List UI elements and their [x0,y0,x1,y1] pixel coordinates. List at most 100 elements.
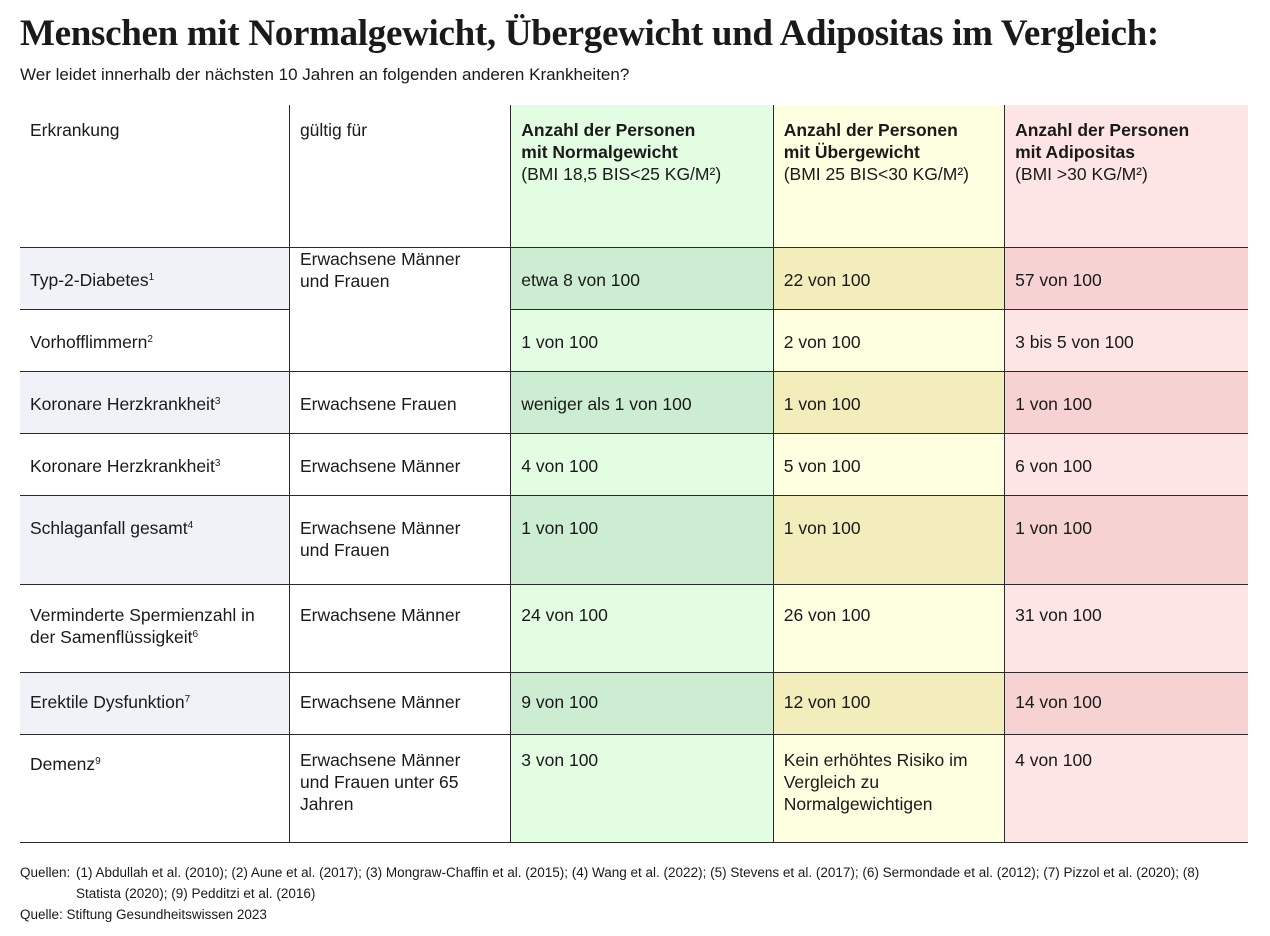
reference-number: 1 [148,271,155,283]
disease-cell: Schlaganfall gesamt4 [20,495,290,585]
header-obese-label: Anzahl der Personen mit Adipositas [1015,120,1190,162]
overweight-value-cell: 26 von 100 [772,584,1005,673]
overweight-value-cell: Kein erhöhtes Risiko im Vergleich zu Nor… [772,734,1005,843]
header-obese: Anzahl der Personen mit Adipositas (BMI … [1004,105,1248,248]
normal-value-cell: 1 von 100 [510,309,774,372]
obese-value-cell: 31 von 100 [1004,584,1248,673]
obese-value: 6 von 100 [1015,455,1092,476]
sources-label: Quellen: [20,865,71,880]
table-row: Koronare Herzkrankheit3 Erwachsene Fraue… [20,371,1248,434]
overweight-value-cell: 22 von 100 [772,247,1005,310]
obese-value: 1 von 100 [1015,393,1092,414]
valid-for-cell: Erwachsene Frauen [288,371,511,434]
sources-row: Quellen: (1) Abdullah et al. (2010); (2)… [20,862,1246,904]
header-overweight-bmi: (BMI 25 BIS<30 KG/M²) [783,164,969,184]
obese-value-cell: 14 von 100 [1004,672,1248,735]
valid-for-text: Erwachsene Männer und Frauen [299,517,461,560]
disease-cell: Typ-2-Diabetes1 [20,247,290,310]
overweight-value-cell: 12 von 100 [772,672,1005,735]
table-row: Demenz9 Erwachsene Männer und Frauen unt… [20,734,1248,843]
normal-value-cell: 9 von 100 [510,672,774,735]
reference-number: 4 [187,519,194,531]
normal-value: 1 von 100 [521,517,599,538]
normal-value-cell: etwa 8 von 100 [510,247,774,310]
overweight-value: 1 von 100 [783,517,861,538]
normal-value-cell: 4 von 100 [510,433,774,496]
overweight-value: 12 von 100 [783,691,871,712]
source-credit: Quelle: Stiftung Gesundheitswissen 2023 [20,907,267,922]
disease-name: Verminderte Spermienzahl in der Samenflü… [30,604,255,647]
disease-name: Erektile Dysfunktion [30,691,185,712]
disease-name: Koronare Herzkrankheit [30,393,215,414]
valid-for-text: Erwachsene Männer [299,604,461,625]
normal-value: 9 von 100 [521,691,599,712]
overweight-value-cell: 2 von 100 [772,309,1005,372]
reference-number: 9 [95,755,101,767]
table-row: Verminderte Spermienzahl in der Samenflü… [20,584,1248,673]
header-normal-bmi: (BMI 18,5 BIS<25 KG/M²) [521,164,722,184]
obese-value: 4 von 100 [1015,749,1092,770]
overweight-value: Kein erhöhtes Risiko im Vergleich zu Nor… [783,749,968,814]
overweight-value: 2 von 100 [783,331,861,352]
table-header-row: Erkrankung gültig für Anzahl der Persone… [20,105,1248,248]
normal-value-cell: 1 von 100 [510,495,774,585]
header-normal-label: Anzahl der Personen mit Normalgewicht [521,120,696,162]
valid-for-text: Erwachsene Männer [299,455,461,476]
disease-cell: Erektile Dysfunktion7 [20,672,290,735]
disease-cell: Vorhofflimmern2 [20,309,290,372]
overweight-value-cell: 5 von 100 [772,433,1005,496]
obese-value-cell: 6 von 100 [1004,433,1248,496]
normal-value-cell: 3 von 100 [510,734,774,843]
page-subtitle: Wer leidet innerhalb der nächsten 10 Jah… [20,65,630,84]
obese-value: 31 von 100 [1015,604,1102,625]
disease-cell: Verminderte Spermienzahl in der Samenflü… [20,584,290,673]
valid-for-cell: Erwachsene Männer [288,672,511,735]
obese-value: 14 von 100 [1015,691,1102,712]
reference-number: 3 [214,457,221,469]
overweight-value-cell: 1 von 100 [772,495,1005,585]
disease-name: Demenz [30,753,96,774]
overweight-value-cell: 1 von 100 [772,371,1005,434]
normal-value: 1 von 100 [521,331,599,352]
reference-number: 7 [184,693,191,705]
normal-value: etwa 8 von 100 [521,269,640,290]
reference-number: 2 [147,333,153,345]
valid-for-cell: Erwachsene Männer und Frauen unter 65 Ja… [288,734,511,843]
table-row: Typ-2-Diabetes1 Erwachsene Männer und Fr… [20,247,1248,372]
header-valid-for: gültig für [288,105,511,248]
normal-value: weniger als 1 von 100 [521,393,692,414]
sources-text: (1) Abdullah et al. (2010); (2) Aune et … [76,865,1200,901]
disease-cell: Koronare Herzkrankheit3 [20,433,290,496]
disease-name: Koronare Herzkrankheit [30,455,215,476]
header-normal-weight: Anzahl der Personen mit Normalgewicht (B… [510,105,774,248]
page-title: Menschen mit Normalgewicht, Übergewicht … [20,13,1159,54]
obese-value-cell: 1 von 100 [1004,495,1248,585]
reference-number: 3 [214,395,221,407]
header-obese-bmi: (BMI >30 KG/M²) [1015,164,1148,184]
valid-for-cell: Erwachsene Männer und Frauen [288,495,511,585]
obese-value: 57 von 100 [1015,269,1102,290]
valid-for-cell: Erwachsene Männer [288,433,511,496]
obese-value-cell: 3 bis 5 von 100 [1004,309,1248,372]
normal-value: 4 von 100 [521,455,599,476]
header-overweight: Anzahl der Personen mit Übergewicht (BMI… [772,105,1005,248]
disease-name: Typ-2-Diabetes [30,269,149,290]
table-row: Erektile Dysfunktion7 Erwachsene Männer … [20,672,1248,735]
overweight-value: 22 von 100 [783,269,871,290]
overweight-value: 5 von 100 [783,455,861,476]
normal-value: 3 von 100 [521,749,599,770]
valid-for-text: Erwachsene Männer und Frauen [299,248,461,291]
table-row: Koronare Herzkrankheit3 Erwachsene Männe… [20,433,1248,496]
obese-value: 3 bis 5 von 100 [1015,331,1134,352]
header-disease: Erkrankung [20,105,290,248]
valid-for-text: Erwachsene Frauen [299,393,457,414]
header-overweight-label: Anzahl der Personen mit Übergewicht [783,120,958,162]
disease-cell: Demenz9 [20,734,290,843]
normal-value-cell: weniger als 1 von 100 [510,371,774,434]
obese-value-cell: 1 von 100 [1004,371,1248,434]
valid-for-text: Erwachsene Männer [299,691,461,712]
overweight-value: 26 von 100 [783,604,871,625]
disease-cell: Koronare Herzkrankheit3 [20,371,290,434]
overweight-value: 1 von 100 [783,393,861,414]
valid-for-cell: Erwachsene Männer [288,584,511,673]
